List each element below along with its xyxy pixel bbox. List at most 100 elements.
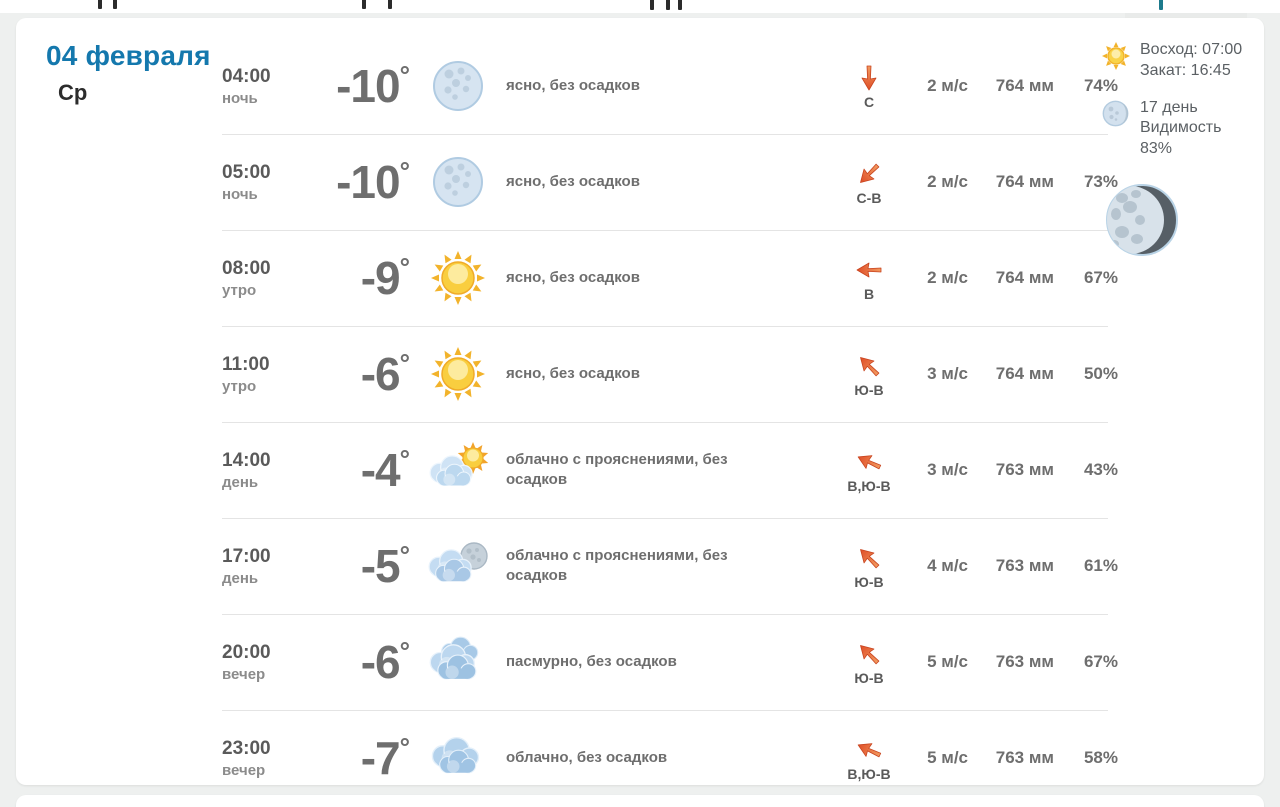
time-value: 20:00 [222,641,271,663]
time-value: 14:00 [222,449,271,471]
row-divider [222,230,1108,231]
row-divider [222,614,1108,615]
time-cell: 23:00 вечер [222,738,298,779]
wind-cell: В [832,255,906,302]
forecast-row: 17:00 день -5° облачно с прояснениями, б… [16,518,1118,614]
forecast-row: 11:00 утро -6° ясно, без осадков Ю-В 3 м… [16,326,1118,422]
wind-cell: Ю-В [832,543,906,590]
pressure-value: 763 мм [995,460,1054,479]
wind-direction-arrow-icon [849,730,889,770]
humidity-value: 74% [1083,76,1118,95]
humidity-value: 61% [1083,556,1118,575]
time-period: ночь [222,185,258,203]
time-period: день [222,473,259,491]
forecast-rows: 04:00 ночь -10° ясно, без осадков С 2 м/… [16,38,1118,806]
row-divider [222,518,1108,519]
weather-description: ясно, без осадков [506,76,640,94]
date-weekday: Ср [58,80,88,105]
sun-times-text: Восход: 07:00 Закат: 16:45 [1140,40,1242,82]
wind-speed-value: 2 м/с [927,268,968,287]
temperature-value: -10° [336,156,410,208]
time-period: вечер [222,665,266,683]
wind-direction-arrow-icon [848,344,890,386]
wind-cell: С-В [832,159,906,206]
weather-description: облачно с прояснениями, без осадков [506,546,728,584]
wind-direction-arrow-icon [854,63,884,93]
wind-direction-arrow-icon [854,255,884,285]
next-day-card-edge[interactable] [16,795,1264,807]
wind-direction-label: В,Ю-В [847,477,891,494]
wind-cell: В,Ю-В [832,735,906,782]
date-block: 04 февраля Ср [46,40,211,106]
time-value: 17:00 [222,545,271,567]
wind-direction-label: С [863,93,875,110]
sun-icon [1102,40,1132,82]
wind-cell: Ю-В [832,639,906,686]
time-cell: 17:00 день [222,546,298,587]
moon-icon [410,155,506,209]
time-value: 11:00 [222,353,270,375]
clipped-header-strip [0,0,1280,13]
time-cell: 05:00 ночь [222,162,298,203]
time-value: 05:00 [222,161,271,183]
time-period: утро [222,377,257,395]
sun-icon [410,250,506,306]
wind-direction-label: Ю-В [854,381,884,398]
wind-direction-arrow-icon [848,536,890,578]
row-divider [222,134,1108,135]
sun-times: Восход: 07:00 Закат: 16:45 [1102,40,1262,82]
wind-direction-label: В,Ю-В [847,765,891,782]
temperature-value: -7° [360,732,410,784]
wind-direction-label: С-В [856,189,882,206]
time-value: 08:00 [222,257,271,279]
temperature-value: -5° [360,540,410,592]
row-divider [222,710,1108,711]
moon-icon [410,59,506,113]
wind-speed-value: 3 м/с [927,460,968,479]
date-title: 04 февраля [46,40,211,71]
clipped-text-fragment [113,0,117,9]
wind-direction-label: Ю-В [854,573,884,590]
sun-icon [410,346,506,402]
forecast-card: 04 февраля Ср 04:00 ночь -10° ясно, без … [16,18,1264,785]
pressure-value: 764 мм [995,364,1054,383]
moon-icon [1102,98,1132,160]
clipped-nav-text-fragment [1159,0,1163,10]
temperature-value: -10° [336,60,410,112]
wind-speed-value: 5 м/с [927,748,968,767]
wind-cell: С [832,63,906,110]
sunrise-value: Восход: 07:00 [1140,41,1243,58]
astro-sidebar: Восход: 07:00 Закат: 16:45 17 [1102,40,1262,263]
humidity-value: 73% [1083,172,1118,191]
pressure-value: 764 мм [995,172,1054,191]
clipped-text-fragment [362,0,366,9]
time-value: 23:00 [222,737,271,759]
time-period: ночь [222,89,258,107]
clipped-text-fragment [666,0,670,10]
time-period: день [222,569,259,587]
temperature-value: -9° [360,252,410,304]
time-cell: 04:00 ночь [222,66,298,107]
row-divider [222,326,1108,327]
humidity-value: 67% [1083,268,1118,287]
wind-cell: Ю-В [832,351,906,398]
time-period: вечер [222,761,266,779]
time-cell: 14:00 день [222,450,298,491]
visibility-value: 83% [1140,140,1173,158]
time-cell: 20:00 вечер [222,642,298,683]
humidity-value: 58% [1083,748,1118,767]
pressure-value: 763 мм [995,652,1054,671]
wind-speed-value: 2 м/с [927,172,968,191]
forecast-row: 20:00 вечер -6° пасмурно, без осадков Ю-… [16,614,1118,710]
wind-speed-value: 4 м/с [927,556,968,575]
wind-direction-label: Ю-В [854,669,884,686]
pressure-value: 764 мм [995,76,1054,95]
clipped-text-fragment [650,0,654,10]
wind-direction-arrow-icon [848,152,890,194]
time-value: 04:00 [222,65,271,87]
weather-description: пасмурно, без осадков [506,652,677,670]
forecast-row: 08:00 утро -9° ясно, без осадков В 2 м/с… [16,230,1118,326]
temperature-value: -6° [360,636,410,688]
forecast-row: 14:00 день -4° облачно с прояснениями, б… [16,422,1118,518]
